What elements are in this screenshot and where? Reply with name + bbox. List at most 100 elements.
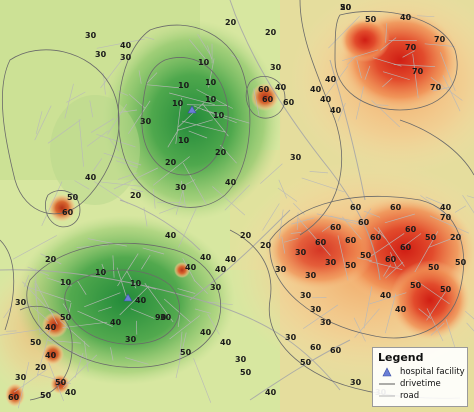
hospital-south-icon[interactable] bbox=[123, 293, 133, 302]
road-segment bbox=[130, 188, 144, 193]
road-segment bbox=[277, 187, 298, 202]
road-segment bbox=[316, 213, 362, 223]
contour-label: 40 bbox=[325, 75, 337, 84]
road-segment bbox=[34, 280, 58, 325]
road-segment bbox=[426, 308, 444, 342]
contour-label: 60 bbox=[350, 203, 362, 212]
road-segment bbox=[94, 181, 128, 204]
road-segment bbox=[321, 222, 335, 232]
contour-ne-60 bbox=[334, 10, 458, 111]
road-segment bbox=[353, 317, 366, 342]
contour-label: 50 bbox=[180, 348, 192, 357]
contour-label: 70 bbox=[405, 43, 417, 52]
road-segment bbox=[370, 233, 405, 257]
contour-north-10 bbox=[141, 57, 229, 176]
road-segment bbox=[196, 89, 233, 109]
road-segment bbox=[325, 65, 349, 97]
road-segment bbox=[445, 318, 456, 348]
contour-label: 30 bbox=[210, 283, 222, 292]
major-road bbox=[119, 199, 201, 251]
road-segment bbox=[46, 277, 72, 287]
road-segment bbox=[37, 373, 71, 385]
road-segment bbox=[175, 97, 182, 144]
road-segment bbox=[169, 315, 201, 340]
contour-label: 20 bbox=[260, 241, 272, 250]
contour-label: 60 bbox=[283, 98, 295, 107]
contour-label: 60 bbox=[62, 208, 74, 217]
major-road bbox=[249, 339, 351, 401]
contour-label: 40 bbox=[275, 83, 287, 92]
road-segment bbox=[412, 53, 419, 99]
contour-label: 30 bbox=[285, 333, 297, 342]
road-segment bbox=[177, 102, 205, 128]
contour-label: 70 bbox=[440, 213, 452, 222]
road-segment bbox=[384, 293, 397, 334]
contour-label: 40 bbox=[185, 263, 197, 272]
contour-label: 10 bbox=[205, 95, 217, 104]
road-segment bbox=[117, 172, 138, 180]
contour-label: 30 bbox=[160, 313, 172, 322]
road-segment bbox=[356, 59, 362, 79]
contour-label: 50 bbox=[55, 378, 67, 387]
contour-north-20 bbox=[117, 24, 251, 208]
road-segment bbox=[177, 314, 181, 327]
contour-label: 40 bbox=[440, 203, 452, 212]
contour-label: 60 bbox=[330, 346, 342, 355]
road-segment bbox=[363, 210, 381, 218]
road-segment bbox=[464, 310, 474, 320]
contour-label: 20 bbox=[165, 158, 177, 167]
road-segment bbox=[373, 227, 387, 240]
road-segment bbox=[12, 235, 57, 260]
road-segment bbox=[418, 308, 432, 319]
road-segment bbox=[432, 86, 452, 92]
contour-label: 10 bbox=[130, 279, 142, 288]
road-segment bbox=[309, 171, 329, 174]
road-segment bbox=[159, 203, 185, 214]
road-segment bbox=[385, 23, 388, 43]
road-segment bbox=[328, 15, 360, 49]
road-segment bbox=[284, 237, 299, 243]
contour-label: 10 bbox=[172, 99, 184, 108]
road-segment bbox=[442, 75, 461, 112]
blob-1 bbox=[48, 194, 76, 222]
contour-label: 50 bbox=[365, 15, 377, 24]
road-segment bbox=[142, 247, 165, 255]
contour-label: 10 bbox=[198, 58, 210, 67]
road-segment bbox=[182, 162, 207, 205]
contour-label: 40 bbox=[165, 231, 177, 240]
road-segment bbox=[102, 72, 106, 95]
contour-label: 30 bbox=[275, 265, 287, 274]
road-segment bbox=[357, 257, 372, 262]
road-segment bbox=[96, 38, 145, 49]
contour-label: 40 bbox=[265, 388, 277, 397]
hospital-north-icon[interactable] bbox=[187, 105, 197, 114]
road-segment bbox=[177, 119, 213, 131]
road-segment bbox=[62, 321, 108, 329]
contour-label: 40 bbox=[225, 178, 237, 187]
road-segment bbox=[429, 215, 470, 234]
road-segment bbox=[157, 201, 182, 204]
road-segment bbox=[84, 292, 121, 308]
contour-label: 40 bbox=[85, 173, 97, 182]
contour-label: 40 bbox=[200, 328, 212, 337]
road-segment bbox=[364, 65, 371, 80]
contour-label: 40 bbox=[400, 13, 412, 22]
contour-label: 40 bbox=[65, 388, 77, 397]
road-segment bbox=[372, 57, 402, 67]
legend-label-hospital: hospital facility bbox=[400, 367, 465, 377]
road-segment bbox=[224, 184, 251, 211]
contour-label: 50 bbox=[425, 233, 437, 242]
major-road bbox=[189, 209, 291, 301]
road-segment bbox=[462, 195, 474, 214]
blob-6 bbox=[174, 262, 190, 278]
road-segment bbox=[125, 357, 149, 365]
contour-label: 50 bbox=[60, 313, 72, 322]
road-segment bbox=[143, 36, 155, 40]
road-segment bbox=[23, 275, 30, 288]
road-segment bbox=[77, 310, 113, 327]
contour-label: 40 bbox=[380, 291, 392, 300]
road-segment bbox=[385, 261, 404, 279]
contour-label: 40 bbox=[215, 265, 227, 274]
